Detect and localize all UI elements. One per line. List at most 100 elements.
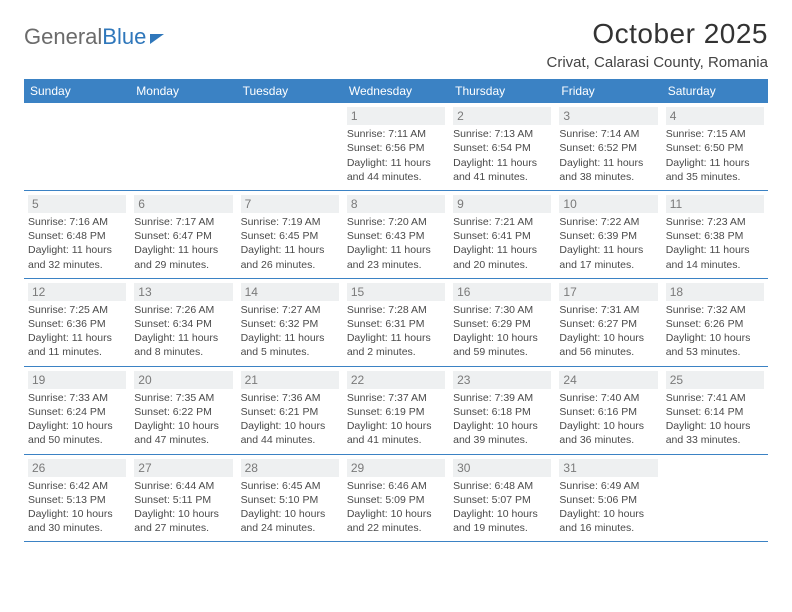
sunset-label: Sunset: 6:14 PM [666,405,764,419]
day-cell: 26Sunrise: 6:42 AMSunset: 5:13 PMDayligh… [24,455,130,542]
sunset-label: Sunset: 6:36 PM [28,317,126,331]
sunrise-label: Sunrise: 7:37 AM [347,391,445,405]
day-number: 25 [666,371,764,389]
day-cell: 11Sunrise: 7:23 AMSunset: 6:38 PMDayligh… [662,191,768,278]
sunset-label: Sunset: 6:18 PM [453,405,551,419]
day-cell [237,103,343,190]
day-cell: 19Sunrise: 7:33 AMSunset: 6:24 PMDayligh… [24,367,130,454]
sunset-label: Sunset: 6:43 PM [347,229,445,243]
day-cell: 22Sunrise: 7:37 AMSunset: 6:19 PMDayligh… [343,367,449,454]
day-number: 12 [28,283,126,301]
sunrise-label: Sunrise: 7:39 AM [453,391,551,405]
day-number: 28 [241,459,339,477]
daylight-label: Daylight: 10 hours and 24 minutes. [241,507,339,535]
dow-cell: Saturday [662,79,768,103]
brand-part2: Blue [102,24,146,50]
day-cell: 7Sunrise: 7:19 AMSunset: 6:45 PMDaylight… [237,191,343,278]
daylight-label: Daylight: 11 hours and 26 minutes. [241,243,339,271]
sunrise-label: Sunrise: 7:32 AM [666,303,764,317]
sunset-label: Sunset: 6:27 PM [559,317,657,331]
daylight-label: Daylight: 10 hours and 19 minutes. [453,507,551,535]
sunset-label: Sunset: 6:47 PM [134,229,232,243]
sunrise-label: Sunrise: 7:20 AM [347,215,445,229]
sunset-label: Sunset: 6:45 PM [241,229,339,243]
day-number: 19 [28,371,126,389]
sunset-label: Sunset: 6:16 PM [559,405,657,419]
day-cell: 9Sunrise: 7:21 AMSunset: 6:41 PMDaylight… [449,191,555,278]
sunrise-label: Sunrise: 7:16 AM [28,215,126,229]
daylight-label: Daylight: 11 hours and 44 minutes. [347,156,445,184]
day-cell: 16Sunrise: 7:30 AMSunset: 6:29 PMDayligh… [449,279,555,366]
sunset-label: Sunset: 6:34 PM [134,317,232,331]
sunset-label: Sunset: 6:48 PM [28,229,126,243]
day-number: 27 [134,459,232,477]
daylight-label: Daylight: 11 hours and 11 minutes. [28,331,126,359]
daylight-label: Daylight: 10 hours and 59 minutes. [453,331,551,359]
sunset-label: Sunset: 6:32 PM [241,317,339,331]
daylight-label: Daylight: 11 hours and 35 minutes. [666,156,764,184]
daylight-label: Daylight: 10 hours and 50 minutes. [28,419,126,447]
day-cell: 29Sunrise: 6:46 AMSunset: 5:09 PMDayligh… [343,455,449,542]
daylight-label: Daylight: 10 hours and 16 minutes. [559,507,657,535]
daylight-label: Daylight: 11 hours and 23 minutes. [347,243,445,271]
daylight-label: Daylight: 11 hours and 29 minutes. [134,243,232,271]
daylight-label: Daylight: 11 hours and 32 minutes. [28,243,126,271]
day-cell: 3Sunrise: 7:14 AMSunset: 6:52 PMDaylight… [555,103,661,190]
sunrise-label: Sunrise: 7:40 AM [559,391,657,405]
sunrise-label: Sunrise: 6:46 AM [347,479,445,493]
day-number: 7 [241,195,339,213]
day-number: 30 [453,459,551,477]
sunset-label: Sunset: 6:26 PM [666,317,764,331]
sunset-label: Sunset: 6:54 PM [453,141,551,155]
brand-part1: General [24,24,102,50]
sunrise-label: Sunrise: 7:23 AM [666,215,764,229]
day-number: 23 [453,371,551,389]
day-cell: 27Sunrise: 6:44 AMSunset: 5:11 PMDayligh… [130,455,236,542]
sunset-label: Sunset: 6:56 PM [347,141,445,155]
sunset-label: Sunset: 6:29 PM [453,317,551,331]
day-number: 6 [134,195,232,213]
sunrise-label: Sunrise: 6:42 AM [28,479,126,493]
day-number: 14 [241,283,339,301]
sunset-label: Sunset: 5:13 PM [28,493,126,507]
sunrise-label: Sunrise: 7:33 AM [28,391,126,405]
sunset-label: Sunset: 6:50 PM [666,141,764,155]
sunset-label: Sunset: 5:10 PM [241,493,339,507]
header: GeneralBlue October 2025 Crivat, Calaras… [24,18,768,71]
sunrise-label: Sunrise: 7:26 AM [134,303,232,317]
month-title: October 2025 [547,18,768,50]
day-cell: 23Sunrise: 7:39 AMSunset: 6:18 PMDayligh… [449,367,555,454]
day-cell [24,103,130,190]
day-cell [130,103,236,190]
week-row: 1Sunrise: 7:11 AMSunset: 6:56 PMDaylight… [24,103,768,191]
sunrise-label: Sunrise: 7:36 AM [241,391,339,405]
day-number: 5 [28,195,126,213]
sunrise-label: Sunrise: 7:15 AM [666,127,764,141]
sunrise-label: Sunrise: 7:41 AM [666,391,764,405]
location-label: Crivat, Calarasi County, Romania [547,54,768,71]
calendar-grid: SundayMondayTuesdayWednesdayThursdayFrid… [24,79,768,542]
daylight-label: Daylight: 10 hours and 36 minutes. [559,419,657,447]
dow-cell: Wednesday [343,79,449,103]
daylight-label: Daylight: 11 hours and 2 minutes. [347,331,445,359]
daylight-label: Daylight: 10 hours and 30 minutes. [28,507,126,535]
dow-cell: Tuesday [237,79,343,103]
sunrise-label: Sunrise: 6:48 AM [453,479,551,493]
week-row: 19Sunrise: 7:33 AMSunset: 6:24 PMDayligh… [24,367,768,455]
daylight-label: Daylight: 10 hours and 27 minutes. [134,507,232,535]
day-number: 21 [241,371,339,389]
day-number: 16 [453,283,551,301]
weeks-container: 1Sunrise: 7:11 AMSunset: 6:56 PMDaylight… [24,103,768,542]
sunset-label: Sunset: 6:21 PM [241,405,339,419]
day-cell: 14Sunrise: 7:27 AMSunset: 6:32 PMDayligh… [237,279,343,366]
daylight-label: Daylight: 11 hours and 20 minutes. [453,243,551,271]
sunrise-label: Sunrise: 7:13 AM [453,127,551,141]
dow-cell: Sunday [24,79,130,103]
daylight-label: Daylight: 11 hours and 8 minutes. [134,331,232,359]
sunset-label: Sunset: 6:19 PM [347,405,445,419]
sunrise-label: Sunrise: 7:31 AM [559,303,657,317]
day-number: 11 [666,195,764,213]
day-number: 1 [347,107,445,125]
days-of-week-row: SundayMondayTuesdayWednesdayThursdayFrid… [24,79,768,103]
day-number: 4 [666,107,764,125]
